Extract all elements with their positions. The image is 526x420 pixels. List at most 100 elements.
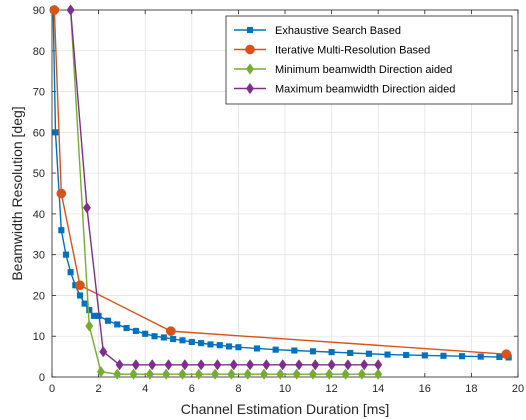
legend-item: Exhaustive Search Based <box>234 25 401 37</box>
data-point <box>327 359 336 371</box>
data-point <box>62 251 70 258</box>
y-tick-label: 30 <box>33 250 45 262</box>
data-point <box>85 320 94 332</box>
legend-marker <box>245 63 255 75</box>
data-point <box>243 368 252 380</box>
data-point <box>384 351 391 358</box>
x-tick-label: 6 <box>189 383 195 395</box>
data-point <box>235 344 242 351</box>
x-tick-label: 4 <box>142 383 148 395</box>
x-tick-label: 12 <box>325 383 337 395</box>
data-point <box>194 368 203 380</box>
data-point <box>309 348 317 355</box>
data-point <box>148 359 157 371</box>
data-point <box>262 359 271 371</box>
data-point <box>477 353 484 360</box>
y-tick-label: 50 <box>33 168 45 180</box>
data-point <box>104 317 111 324</box>
data-point <box>165 326 176 336</box>
data-point <box>459 353 466 360</box>
data-point <box>56 188 67 199</box>
data-point <box>245 359 255 371</box>
data-point <box>440 352 447 359</box>
y-tick-label: 70 <box>33 87 45 99</box>
data-point <box>132 327 139 334</box>
x-tick-label: 2 <box>96 383 102 395</box>
data-point <box>374 359 383 371</box>
data-point <box>292 368 301 380</box>
y-axis-title: Beamwidth Resolution [deg] <box>9 106 25 280</box>
data-point <box>81 300 88 307</box>
data-point <box>374 368 383 380</box>
data-point <box>162 368 171 380</box>
data-point <box>278 359 287 371</box>
data-point <box>347 349 354 356</box>
series-1 <box>50 6 512 361</box>
data-point <box>341 368 350 380</box>
data-point <box>229 359 238 371</box>
data-point <box>131 359 140 371</box>
data-point <box>160 334 167 341</box>
series-2 <box>49 5 512 360</box>
data-point <box>123 325 130 332</box>
x-tick-label: 0 <box>49 383 55 395</box>
data-point <box>259 368 269 380</box>
data-point <box>357 368 366 380</box>
x-tick-label: 16 <box>419 383 431 395</box>
y-tick-label: 90 <box>33 5 45 17</box>
data-point <box>113 368 122 380</box>
data-point <box>49 5 60 15</box>
x-tick-label: 14 <box>372 383 384 395</box>
data-point <box>227 368 236 380</box>
data-point <box>276 368 285 380</box>
legend-item: Iterative Multi-Resolution Based <box>234 45 430 57</box>
y-tick-label: 0 <box>39 372 45 384</box>
data-point <box>294 359 304 371</box>
data-point <box>501 349 512 360</box>
y-tick-label: 60 <box>33 127 45 139</box>
data-point <box>76 292 84 299</box>
series-4 <box>66 4 383 371</box>
data-point <box>114 321 121 328</box>
data-point <box>82 202 92 214</box>
data-point <box>253 345 261 352</box>
data-point <box>180 359 189 371</box>
legend-label: Iterative Multi-Resolution Based <box>275 45 430 57</box>
data-point <box>216 342 223 349</box>
data-point <box>188 338 195 345</box>
data-point <box>197 359 206 371</box>
data-point <box>308 368 318 380</box>
x-tick-label: 18 <box>465 383 477 395</box>
data-point <box>86 307 93 314</box>
legend-label: Maximum beamwidth Direction aided <box>275 84 455 96</box>
x-tick-label: 10 <box>279 383 291 395</box>
data-point <box>365 350 372 357</box>
data-point <box>291 347 298 354</box>
y-tick-label: 10 <box>33 331 45 343</box>
data-point <box>145 368 154 380</box>
data-point <box>96 366 105 378</box>
series-layer <box>49 4 512 380</box>
data-point <box>66 4 75 16</box>
data-point <box>151 333 158 340</box>
data-point <box>496 353 503 361</box>
data-point <box>198 340 205 347</box>
data-point <box>421 352 428 359</box>
y-tick-label: 20 <box>33 290 45 302</box>
y-tick-label: 80 <box>33 46 45 58</box>
data-point <box>58 227 65 234</box>
data-point <box>213 359 222 371</box>
data-point <box>403 351 410 359</box>
data-point <box>325 368 334 380</box>
legend-marker <box>245 82 255 95</box>
data-point <box>164 359 173 371</box>
data-point <box>178 368 187 380</box>
y-tick-label: 40 <box>33 209 45 221</box>
data-point <box>328 349 335 356</box>
data-point <box>211 368 220 380</box>
data-point <box>115 359 124 371</box>
legend-marker <box>245 44 255 55</box>
x-tick-label: 20 <box>512 383 524 395</box>
data-point <box>142 330 149 337</box>
